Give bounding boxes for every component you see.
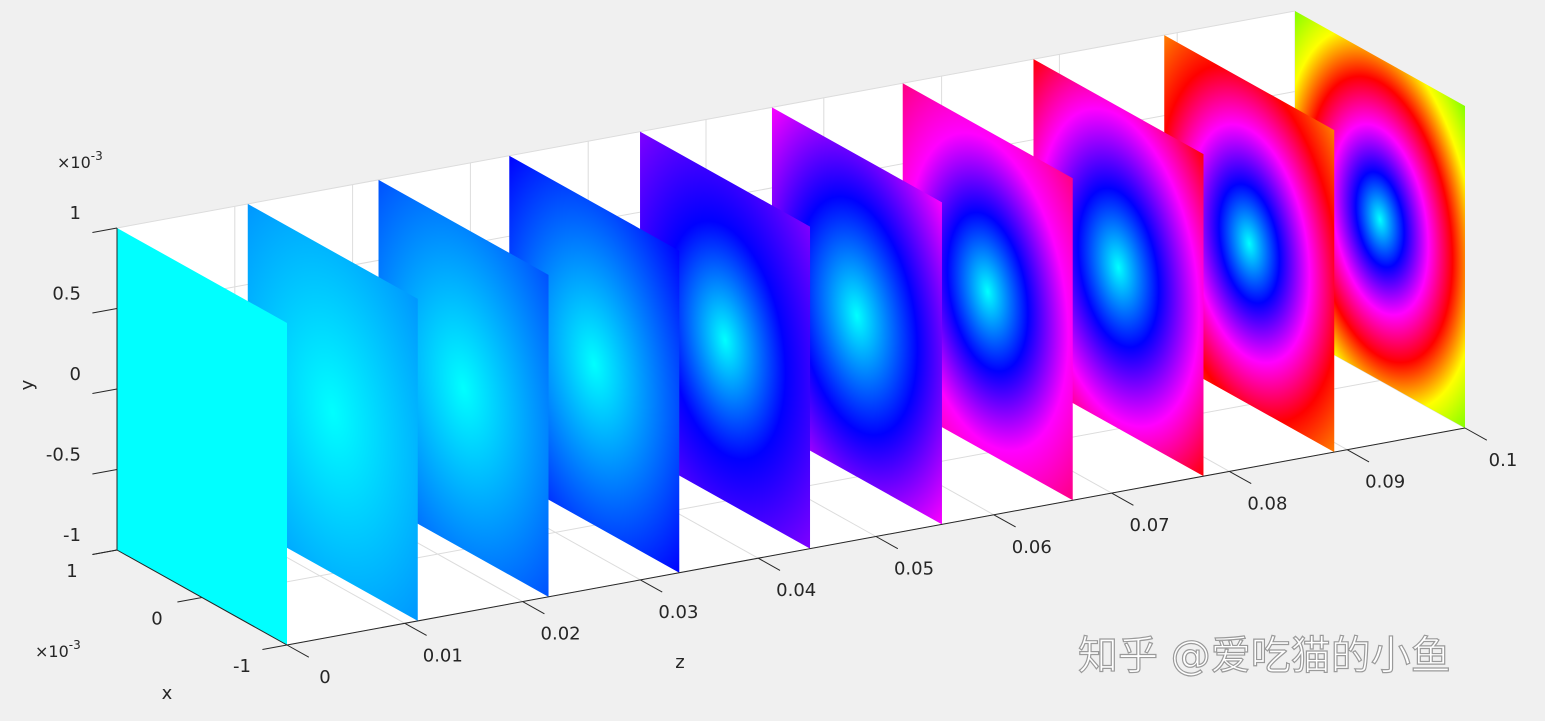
slice	[247, 203, 418, 621]
slice	[640, 131, 811, 549]
x-tick	[92, 549, 118, 556]
x-exponent-power: -3	[69, 638, 81, 652]
z-tick	[1111, 492, 1134, 506]
x-tick-label: 0	[151, 609, 162, 630]
y-tick-label: 0	[70, 364, 81, 385]
z-tick-label: 0.06	[1012, 537, 1052, 558]
z-tick	[1464, 427, 1488, 441]
slice	[378, 179, 549, 597]
slice	[771, 107, 942, 525]
z-tick	[993, 514, 1016, 528]
watermark: 知乎 @爱吃猫的小鱼	[1078, 633, 1451, 679]
x-tick	[262, 644, 288, 651]
y-exponent: ×10-3	[57, 149, 103, 172]
z-tick-label: 0.09	[1365, 472, 1405, 493]
y-tick-label: 0.5	[52, 284, 81, 305]
z-tick-label: 0.02	[541, 624, 581, 645]
z-tick	[640, 579, 663, 593]
z-tick-label: 0.08	[1247, 493, 1287, 514]
y-tick	[92, 469, 118, 475]
z-tick-label: 0.1	[1489, 450, 1518, 471]
grid-line	[116, 10, 1296, 229]
y-tick-label: -0.5	[46, 445, 81, 466]
z-tick-label: 0.03	[658, 602, 698, 623]
slice	[1164, 35, 1335, 453]
y-tick-label: -1	[63, 525, 81, 546]
x-tick-label: 1	[66, 561, 77, 582]
z-tick-label: 0	[319, 667, 330, 688]
z-tick	[404, 622, 427, 636]
slice	[902, 83, 1073, 501]
x-tick	[177, 597, 203, 603]
y-tick-label: 1	[70, 203, 81, 224]
y-axis-label: y	[17, 379, 38, 390]
y-tick	[92, 308, 118, 314]
z-tick-label: 0.07	[1130, 515, 1170, 536]
z-tick	[1229, 470, 1252, 485]
z-tick	[286, 644, 310, 658]
slices	[117, 11, 1465, 645]
z-tick	[757, 557, 781, 571]
slice	[1033, 59, 1204, 477]
slice	[117, 228, 287, 645]
z-tick	[1346, 449, 1370, 463]
y-exponent-base: ×10	[57, 153, 91, 172]
x-exponent-base: ×10	[35, 642, 69, 661]
y-tick	[92, 227, 118, 234]
z-axis-label: z	[675, 652, 684, 673]
z-tick-label: 0.01	[423, 645, 463, 666]
x-exponent: ×10-3	[35, 638, 81, 661]
y-exponent-power: -3	[91, 149, 103, 163]
z-tick	[875, 536, 899, 550]
slice	[509, 155, 680, 573]
x-tick-label: -1	[233, 656, 251, 677]
z-tick-label: 0.05	[894, 559, 934, 580]
slice	[1295, 11, 1465, 428]
axes: -1 -0.5 0 0.5 1 -1 0 1 0 0.01 0.02 0.03 0.04 0.05 0.06…	[46, 203, 1517, 688]
z-tick-label: 0.04	[776, 580, 816, 601]
z-tick	[522, 601, 545, 615]
y-tick	[92, 388, 118, 395]
x-axis-label: x	[162, 683, 173, 704]
